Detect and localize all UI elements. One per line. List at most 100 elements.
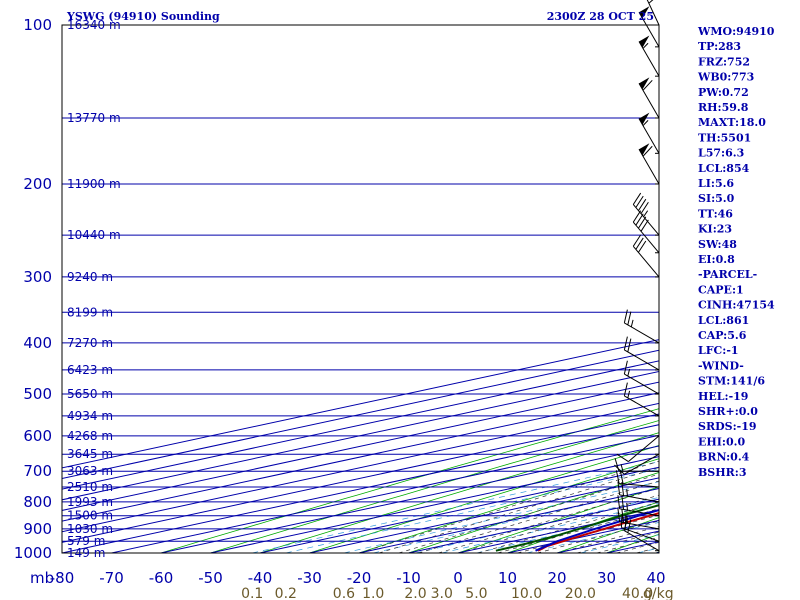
isotherm-line — [62, 349, 659, 480]
wind-barb-full — [635, 213, 644, 226]
wind-barb-half — [627, 390, 631, 399]
wind-barb-full — [621, 495, 625, 510]
wind-barb — [638, 143, 660, 185]
index-item: CINH:47154 — [698, 299, 775, 312]
height-tick-label: 1993 m — [67, 495, 113, 509]
wind-barb-staff — [628, 435, 660, 462]
wind-barb — [620, 513, 660, 542]
height-tick-label: 8199 m — [67, 305, 113, 319]
wind-barb — [616, 435, 660, 462]
index-item: RH:59.8 — [698, 101, 749, 114]
index-item: KI:23 — [698, 223, 732, 236]
height-tick-label: 13770 m — [67, 111, 121, 125]
wind-barb-full — [623, 309, 628, 323]
mixing-unit-label: g/kg — [643, 586, 674, 600]
wind-barb — [623, 309, 660, 344]
wind-barb-flag — [639, 112, 650, 125]
index-item: LCL:861 — [698, 314, 749, 327]
moist-adiabat-line — [378, 467, 659, 553]
moist-adiabat-line — [576, 531, 659, 553]
isotherm-line — [62, 339, 659, 469]
wind-barb-half — [648, 0, 654, 4]
wind-barb-full — [627, 311, 632, 325]
chart-title: YSWG (94910) Sounding — [66, 10, 220, 23]
index-item: LCL:854 — [698, 162, 750, 175]
pressure-tick-label: 200 — [23, 175, 52, 193]
height-tick-label: 4934 m — [67, 409, 113, 423]
isotherm-line — [62, 424, 659, 553]
wind-barb-half — [626, 488, 628, 497]
wind-barb-staff — [619, 494, 660, 503]
wind-barb-full — [616, 453, 629, 462]
mixing-ratio-line — [580, 534, 659, 553]
wind-barb-flag — [639, 6, 650, 19]
pressure-tick-label: 600 — [23, 427, 52, 445]
mixing-ratio-tick-label: 10.0 — [511, 586, 542, 600]
height-tick-label: 579 m — [67, 534, 105, 548]
wind-barb-staff — [619, 508, 660, 517]
wind-barb-staff — [638, 149, 660, 185]
height-tick-label: 11900 m — [67, 177, 121, 191]
wind-barb-staff — [638, 41, 660, 77]
wind-barb-full — [623, 360, 628, 375]
wind-barb-staff — [624, 530, 660, 552]
pressure-tick-label: 300 — [23, 268, 52, 286]
index-item: EHI:0.0 — [698, 435, 745, 448]
wind-barb-full — [621, 482, 625, 496]
wind-barb — [617, 481, 660, 503]
plot-frame — [61, 24, 660, 554]
pressure-tick-label: 700 — [23, 462, 52, 480]
wind-barb-full — [640, 201, 649, 214]
mixing-ratio-tick-label: 0.6 — [333, 586, 355, 600]
index-item: BSHR:3 — [698, 466, 747, 479]
index-item: STM:141/6 — [698, 375, 765, 388]
wind-barb-staff — [621, 527, 660, 542]
wind-barb-layer — [614, 0, 660, 552]
height-tick-label: 7270 m — [67, 336, 113, 350]
temperature-tick-label: -70 — [99, 569, 124, 587]
moist-adiabat-line — [537, 520, 659, 553]
index-item: TP:283 — [698, 40, 741, 53]
wind-barb-full — [617, 495, 621, 509]
pressure-tick-label: 100 — [23, 16, 52, 34]
wind-barb-full — [635, 195, 644, 208]
wind-barb-full — [623, 382, 628, 397]
wind-barb — [632, 210, 660, 254]
temperature-tick-label: 20 — [547, 569, 566, 587]
valid-time: 2300Z 28 OCT 25 — [547, 10, 654, 23]
mixing-ratio-tick-label: 1.0 — [362, 586, 384, 600]
index-item: LI:5.6 — [698, 177, 734, 190]
dry-adiabat-line — [556, 517, 659, 553]
index-item: WB0:773 — [697, 71, 754, 84]
mixing-ratio-tick-label: 0.2 — [275, 586, 297, 600]
wind-barb-half — [627, 368, 631, 377]
isotherm-line — [62, 381, 659, 511]
wind-barb-half — [643, 210, 649, 218]
moist-adiabat-line — [418, 480, 659, 553]
wind-barb — [614, 453, 660, 475]
wind-barb-full — [638, 240, 647, 253]
temperature-tick-label: -30 — [297, 569, 322, 587]
temperature-tick-label: 0 — [453, 569, 463, 587]
wind-barb-full — [614, 464, 625, 475]
dry-adiabat-line — [755, 25, 800, 553]
wind-barb-staff — [624, 373, 660, 395]
wind-barb — [615, 470, 660, 488]
isotherm-line — [62, 392, 659, 522]
wind-barb — [617, 508, 660, 530]
mixing-ratio-tick-label: 5.0 — [465, 586, 487, 600]
wind-barb-full — [635, 237, 644, 250]
isotherm-line — [160, 445, 659, 553]
wind-barb-staff — [624, 322, 660, 344]
wind-barb-full — [617, 481, 621, 495]
index-item: CAP:5.6 — [698, 329, 747, 342]
series-layer — [495, 504, 659, 552]
isotherm-line — [62, 413, 659, 543]
wind-barb-flag — [639, 143, 650, 156]
wind-barb-full — [642, 145, 653, 157]
wind-barb-full — [617, 508, 621, 522]
index-item: LFC:-1 — [698, 344, 739, 357]
index-item: SRDS:-19 — [698, 420, 757, 433]
isotherm-line — [210, 456, 659, 553]
